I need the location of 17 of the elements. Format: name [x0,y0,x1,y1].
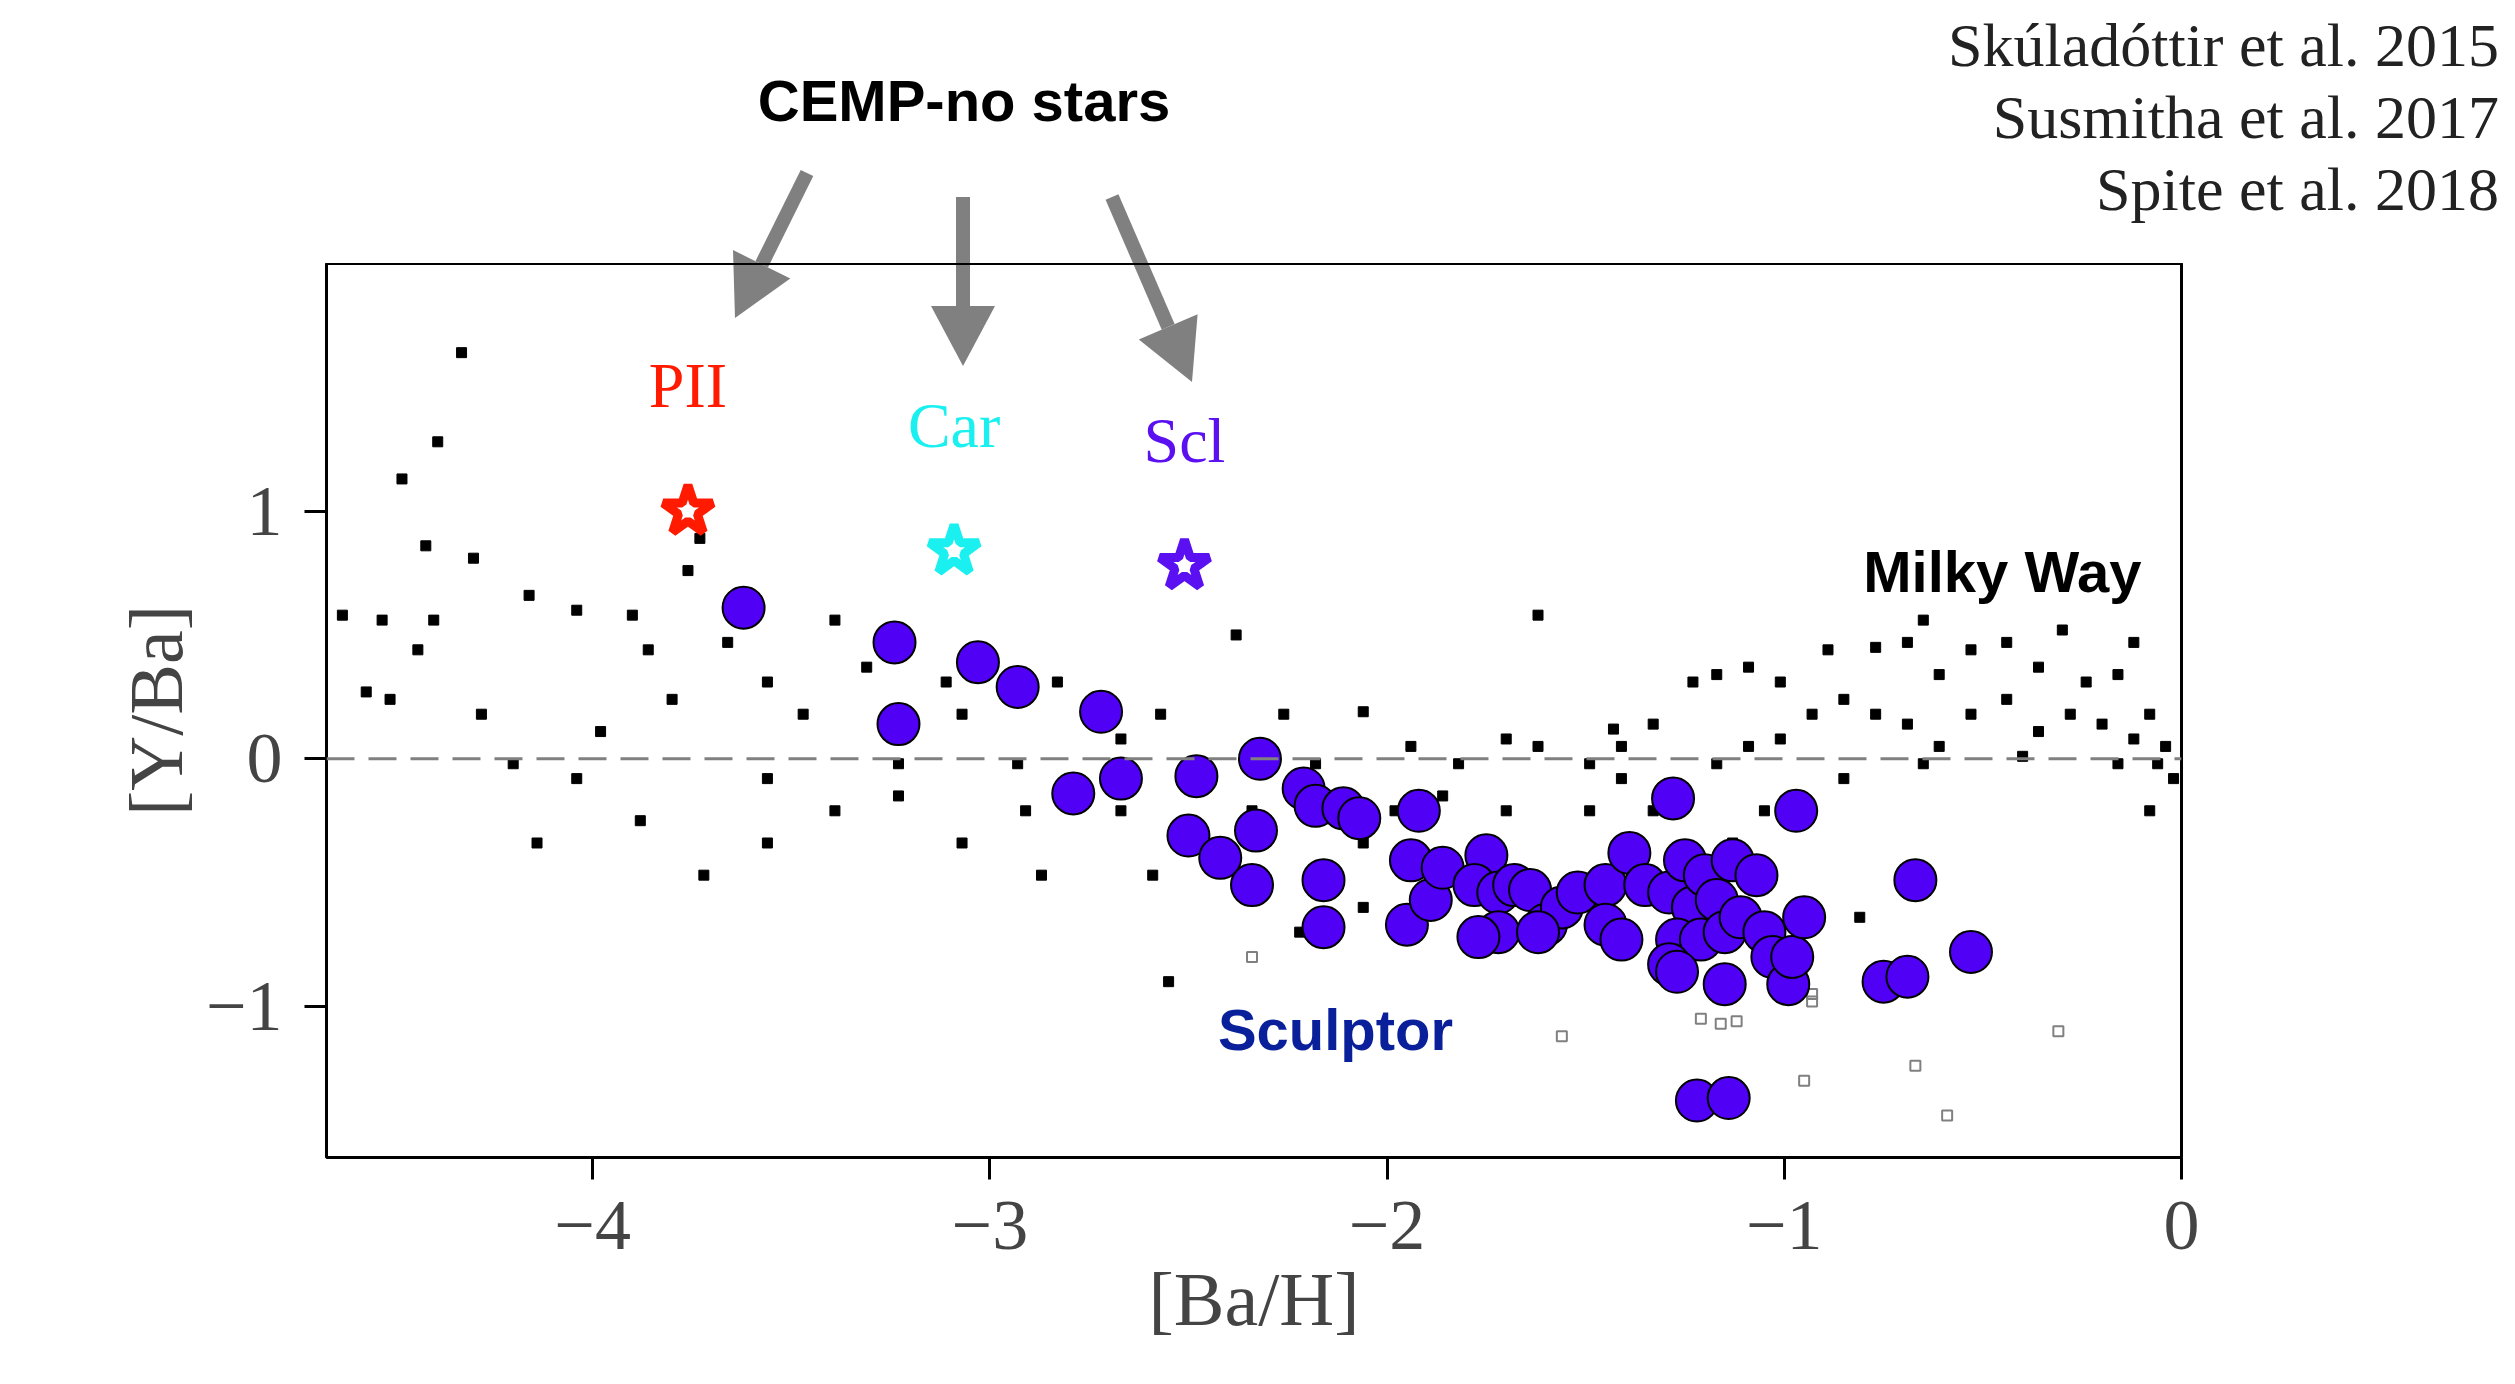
series-label: Sculptor [1217,997,1454,1062]
series-label: Scl [1143,404,1226,476]
x-tick-label: −3 [951,1184,1029,1265]
x-tick-label: −4 [554,1184,631,1265]
text: Spite et al. 2018 [2096,154,2499,223]
y-tick-label: 1 [246,470,283,551]
y-tick-label: −1 [205,965,283,1046]
text: Susmitha et al. 2017 [1992,82,2499,151]
text: Skúladóttir et al. 2015 [1947,10,2499,79]
y-tick-label: 0 [246,718,283,799]
series-label: PII [648,350,728,422]
x-tick-label: 0 [2163,1184,2200,1265]
y-axis-title: [Y/Ba] [113,604,198,817]
text: CEMP-no stars [757,66,1171,135]
series-label: Milky Way [1863,539,2142,604]
series-label: Car [907,389,1001,461]
x-tick-label: −1 [1745,1184,1823,1265]
